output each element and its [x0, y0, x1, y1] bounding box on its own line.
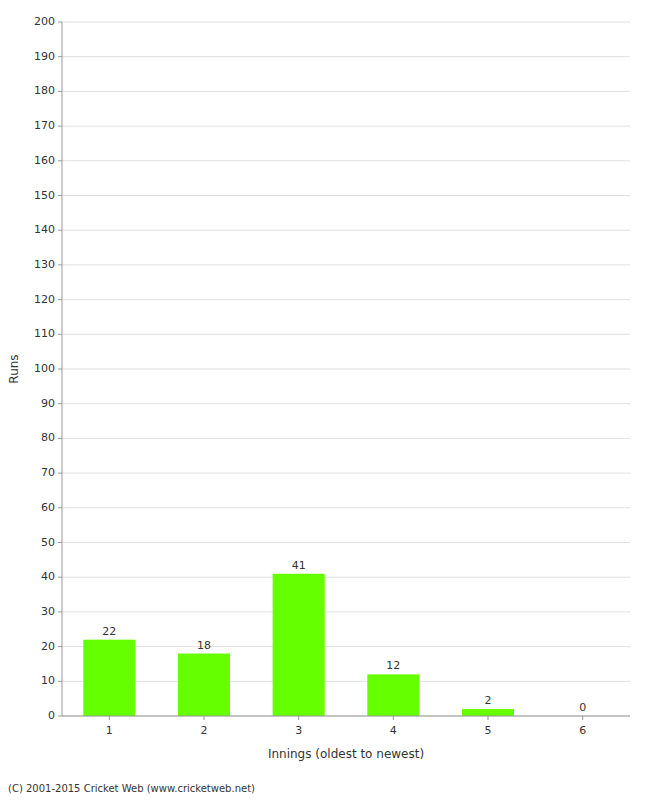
y-tick: [58, 716, 62, 717]
y-tick-label: 80: [41, 431, 55, 444]
y-axis: 0 10 20 30 40 50 60 70 80 90 100 110 120 130 140 150 160…: [34, 15, 62, 722]
y-tick: [58, 542, 62, 543]
y-tick-label: 140: [34, 223, 55, 236]
x-axis-title: Innings (oldest to newest): [268, 747, 424, 761]
y-tick-label: 60: [41, 501, 55, 514]
y-tick-label: 70: [41, 466, 55, 479]
data-label: 41: [292, 559, 306, 572]
chart: 0102030405060708090100110120130140150160…: [0, 0, 650, 800]
y-tick-label: 100: [34, 362, 55, 375]
y-tick-label: 90: [41, 397, 55, 410]
grid-line: [62, 126, 630, 127]
y-tick-label: 10: [41, 674, 55, 687]
y-tick: [58, 299, 62, 300]
bar: [273, 574, 325, 716]
grid-line: [62, 681, 630, 682]
bar: [367, 674, 419, 716]
y-tick: [58, 195, 62, 196]
x-tick: [582, 716, 583, 720]
data-label: 12: [386, 659, 400, 672]
y-tick: [58, 230, 62, 231]
x-tick-label: 1: [106, 724, 113, 737]
grid-line: [62, 22, 630, 23]
data-label: 0: [579, 701, 586, 714]
x-tick: [204, 716, 205, 720]
x-tick: [488, 716, 489, 720]
x-tick: [393, 716, 394, 720]
y-tick-label: 170: [34, 119, 55, 132]
x-tick-label: 6: [579, 724, 586, 737]
x-tick: [109, 716, 110, 720]
y-tick: [58, 507, 62, 508]
y-tick: [58, 91, 62, 92]
grid-line: [62, 230, 630, 231]
y-tick: [58, 403, 62, 404]
y-tick: [58, 334, 62, 335]
grid-line: [62, 369, 630, 370]
y-tick: [58, 56, 62, 57]
grid-line: [62, 577, 630, 578]
grid-line: [62, 334, 630, 335]
y-axis-line: [62, 22, 63, 716]
grid: [62, 22, 630, 716]
y-tick-label: 190: [34, 50, 55, 63]
y-tick-label: 130: [34, 258, 55, 271]
x-axis: 1 2 3 4 5 6: [62, 716, 630, 737]
y-tick-label: 120: [34, 293, 55, 306]
y-tick: [58, 473, 62, 474]
y-tick: [58, 264, 62, 265]
x-tick-label: 5: [485, 724, 492, 737]
y-tick-label: 200: [34, 15, 55, 28]
x-tick-label: 2: [201, 724, 208, 737]
grid-line: [62, 542, 630, 543]
x-tick: [298, 716, 299, 720]
y-tick-label: 110: [34, 327, 55, 340]
grid-line: [62, 160, 630, 161]
y-tick: [58, 22, 62, 23]
y-tick: [58, 577, 62, 578]
grid-line: [62, 507, 630, 508]
grid-line: [62, 91, 630, 92]
footer: (C) 2001-2015 Cricket Web (www.cricketwe…: [8, 783, 255, 794]
y-tick-label: 180: [34, 84, 55, 97]
y-tick: [58, 369, 62, 370]
data-label: 22: [102, 625, 116, 638]
y-tick: [58, 160, 62, 161]
grid-line: [62, 646, 630, 647]
y-axis-title: Runs: [7, 354, 21, 383]
y-tick: [58, 681, 62, 682]
grid-line: [62, 611, 630, 612]
y-tick: [58, 611, 62, 612]
grid-line: [62, 264, 630, 265]
x-tick-label: 4: [390, 724, 397, 737]
grid-line: [62, 299, 630, 300]
bar: [83, 640, 135, 716]
y-tick-label: 150: [34, 189, 55, 202]
grid-line: [62, 403, 630, 404]
grid-line: [62, 438, 630, 439]
grid-line: [62, 56, 630, 57]
data-label: 2: [485, 694, 492, 707]
y-tick: [58, 646, 62, 647]
data-label: 18: [197, 639, 211, 652]
data-labels: 22 18 41 12 2 0: [102, 559, 586, 714]
grid-line: [62, 195, 630, 196]
y-tick-label: 20: [41, 640, 55, 653]
y-tick-label: 50: [41, 536, 55, 549]
y-tick: [58, 126, 62, 127]
y-tick-label: 30: [41, 605, 55, 618]
grid-line: [62, 473, 630, 474]
y-tick: [58, 438, 62, 439]
chart-container: 0102030405060708090100110120130140150160…: [0, 0, 650, 800]
y-tick-label: 40: [41, 570, 55, 583]
bar: [462, 709, 514, 716]
grid-line: [62, 716, 630, 717]
bar: [178, 654, 230, 716]
page: {"chart_data": {"type": "bar", "categori…: [0, 0, 650, 800]
y-tick-label: 0: [48, 709, 55, 722]
bars: [83, 574, 514, 716]
y-tick-label: 160: [34, 154, 55, 167]
x-axis-line: [62, 716, 630, 717]
x-tick-label: 3: [295, 724, 302, 737]
